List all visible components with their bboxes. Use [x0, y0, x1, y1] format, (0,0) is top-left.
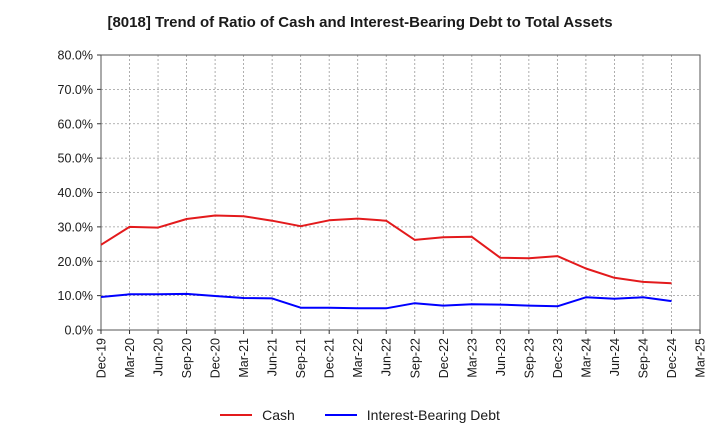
x-tick-label: Dec-24: [665, 338, 679, 378]
series-line-cash: [100, 214, 672, 285]
x-tick-label: Dec-23: [551, 338, 565, 378]
x-tick-label: Dec-20: [209, 338, 223, 378]
x-tick-label: Mar-23: [465, 338, 479, 378]
x-tick-label: Jun-23: [494, 338, 508, 376]
y-tick-label: 20.0%: [58, 255, 93, 269]
x-tick-label: Jun-21: [266, 338, 280, 376]
legend-label: Interest-Bearing Debt: [366, 407, 500, 423]
x-tick-label: Mar-25: [694, 338, 708, 378]
x-tick-label: Dec-22: [437, 338, 451, 378]
x-tick-label: Sep-22: [408, 338, 422, 378]
x-tick-label: Sep-23: [522, 338, 536, 378]
legend-item: Interest-Bearing Debt: [324, 407, 500, 423]
x-tick-label: Jun-20: [152, 338, 166, 376]
y-tick-label: 0.0%: [65, 324, 94, 338]
y-tick-label: 60.0%: [58, 117, 93, 131]
x-tick-label: Jun-22: [380, 338, 394, 376]
y-tick-label: 40.0%: [58, 186, 93, 200]
x-tick-label: Mar-24: [579, 338, 593, 378]
plot-frame: [100, 54, 701, 331]
series-layer: [100, 214, 672, 310]
legend-swatch: [220, 414, 253, 416]
chart-title: [8018] Trend of Ratio of Cash and Intere…: [107, 14, 613, 31]
legend: Cash Interest-Bearing Debt: [0, 404, 720, 426]
legend-label: Cash: [262, 407, 295, 423]
x-tick-label: Mar-20: [123, 338, 137, 378]
x-tick-label: Sep-24: [636, 338, 650, 378]
y-tick-label: 80.0%: [58, 49, 93, 63]
legend-item: Cash: [220, 407, 295, 423]
y-tick-label: 70.0%: [58, 83, 93, 97]
series-line-interest-bearing-debt: [100, 292, 672, 310]
x-tick-label: Jun-24: [608, 338, 622, 376]
y-tick-label: 50.0%: [58, 152, 93, 166]
x-tick-label: Mar-21: [237, 338, 251, 378]
x-tick-label: Dec-21: [323, 338, 337, 378]
grid-layer: [101, 54, 700, 330]
x-tick-label: Sep-21: [294, 338, 308, 378]
x-tick-label: Sep-20: [180, 338, 194, 378]
x-tick-label: Dec-19: [95, 338, 109, 378]
legend-swatch: [324, 414, 357, 416]
axis-layer: 0.0% 10.0% 20.0% 30.0% 40.0% 50.0% 60.0% 70.0% 8…: [58, 49, 708, 379]
x-tick-label: Mar-22: [351, 338, 365, 378]
y-tick-label: 10.0%: [58, 289, 93, 303]
y-tick-label: 30.0%: [58, 220, 93, 234]
